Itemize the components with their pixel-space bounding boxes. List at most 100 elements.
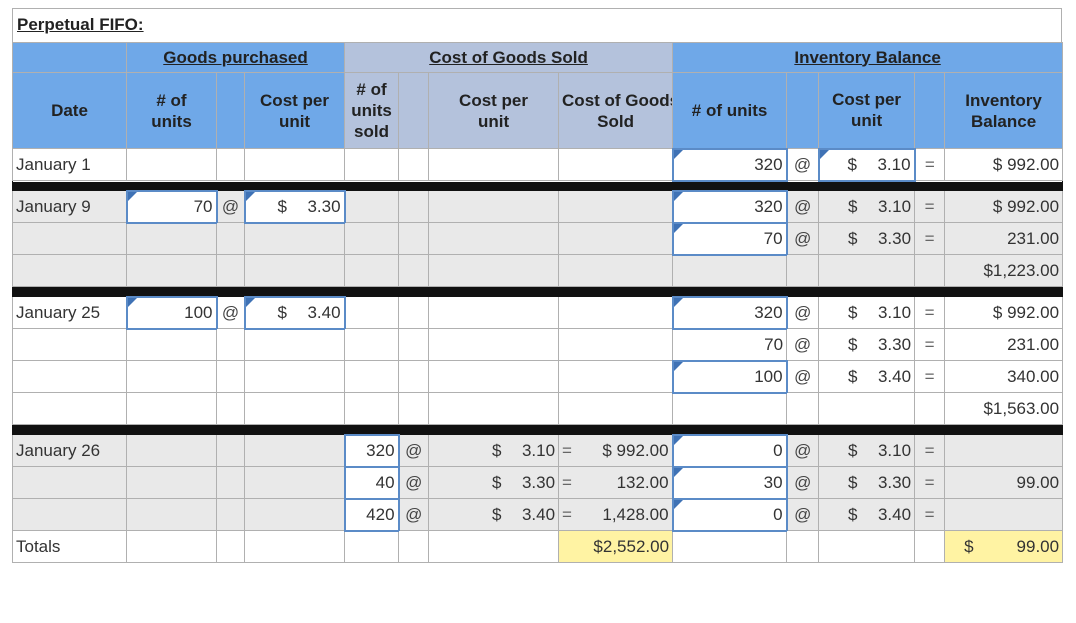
row-separator	[11, 180, 1064, 191]
table-row: $1,223.00	[12, 254, 1064, 287]
at-symbol: @	[398, 434, 430, 467]
at-symbol: @	[398, 498, 430, 531]
balance-units-input[interactable]: 30	[671, 465, 788, 500]
purchased-cost-input[interactable]: $3.30	[243, 189, 346, 224]
balance-total-cell: 231.00	[944, 222, 1064, 255]
sold-units-header: # of units sold	[344, 72, 400, 149]
table-row: 70 @ $3.30 = 231.00	[12, 328, 1064, 361]
balance-cost-cell: $3.10	[818, 434, 916, 467]
table-row: 70 @ $3.30 = 231.00	[12, 221, 1064, 256]
balance-units-input[interactable]: 0	[671, 497, 788, 532]
balance-total-cell: 231.00	[944, 328, 1064, 361]
purchased-cost-header: Cost per unit	[243, 72, 346, 149]
inventory-balance-header: Inventory Balance	[672, 42, 1064, 73]
balance-subtotal-cell: $1,223.00	[944, 254, 1064, 287]
at-symbol: @	[786, 328, 820, 361]
purchased-at-header	[216, 72, 245, 149]
eq-symbol: =	[914, 360, 946, 393]
table-row: $1,563.00	[12, 392, 1064, 425]
balance-total-cell	[944, 498, 1064, 531]
sold-cost-cell: $3.30	[428, 466, 560, 499]
date-cell: January 25	[12, 296, 127, 329]
balance-cost-cell: $3.40	[818, 360, 916, 393]
balance-units-input[interactable]: 70	[671, 221, 788, 256]
balance-units-input[interactable]: 320	[671, 189, 788, 224]
balance-units-header: # of units	[672, 72, 788, 149]
eq-symbol: =	[914, 222, 946, 255]
sold-total-cell: = 1,428.00	[558, 498, 674, 531]
eq-symbol: =	[914, 498, 946, 531]
sold-units-input[interactable]: 320	[343, 433, 400, 468]
at-symbol: @	[786, 190, 820, 223]
balance-total-cell: $ 992.00	[944, 296, 1064, 329]
sold-units-input[interactable]: 420	[343, 497, 400, 532]
balance-cost-cell: $3.30	[818, 466, 916, 499]
balance-cost-cell: $3.40	[818, 498, 916, 531]
row-separator	[11, 286, 1064, 297]
fifo-worksheet: Perpetual FIFO: Goods purchased Cost of …	[11, 8, 1064, 563]
balance-at-header	[786, 72, 820, 149]
purchased-cost-input[interactable]: $3.40	[243, 295, 346, 330]
at-symbol: @	[216, 296, 245, 329]
balance-units-input[interactable]: 320	[671, 295, 788, 330]
balance-cost-input[interactable]: $3.10	[817, 147, 916, 182]
sold-total-cell: = 132.00	[558, 466, 674, 499]
balance-units-input[interactable]: 100	[671, 359, 788, 394]
balance-total-cell: 340.00	[944, 360, 1064, 393]
at-symbol: @	[786, 148, 820, 181]
date-header-spacer	[12, 42, 127, 73]
sold-units-input[interactable]: 40	[343, 465, 400, 500]
eq-symbol: =	[914, 190, 946, 223]
cogs-header: Cost of Goods Sold	[344, 42, 674, 73]
sold-at-header	[398, 72, 430, 149]
column-header-row: Date # of units Cost per unit # of units sol…	[12, 72, 1064, 149]
purchased-units-input[interactable]: 70	[125, 189, 218, 224]
balance-units-input[interactable]: 320	[671, 147, 788, 182]
table-row: 40 @ $3.30 = 132.00 30 @ $3.30 = 99.00	[12, 465, 1064, 500]
balance-cost-cell: $3.10	[818, 296, 916, 329]
balance-total-cell: $ 992.00	[944, 190, 1064, 223]
row-separator	[11, 424, 1064, 435]
eq-symbol: =	[914, 466, 946, 499]
balance-units-input[interactable]: 0	[671, 433, 788, 468]
eq-symbol: =	[914, 296, 946, 329]
at-symbol: @	[786, 498, 820, 531]
table-row: 420 @ $3.40 = 1,428.00 0 @ $3.40 =	[12, 497, 1064, 532]
cogs-total-cell: $2,552.00	[558, 530, 674, 563]
sold-total-header: Cost of Goods Sold	[558, 72, 674, 149]
table-row: January 1 320 @ $3.10 = $ 992.00	[12, 147, 1064, 182]
balance-total-cell: 99.00	[944, 466, 1064, 499]
balance-eq-header	[914, 72, 946, 149]
at-symbol: @	[786, 360, 820, 393]
date-header: Date	[12, 72, 127, 149]
fifo-table: Goods purchased Cost of Goods Sold Inven…	[11, 42, 1064, 563]
at-symbol: @	[786, 466, 820, 499]
balance-total-final-cell: $99.00	[944, 530, 1064, 563]
at-symbol: @	[786, 434, 820, 467]
sold-total-cell: = $ 992.00	[558, 434, 674, 467]
balance-total-header: Inventory Balance	[944, 72, 1064, 149]
purchased-units-input[interactable]: 100	[125, 295, 218, 330]
sold-cost-header: Cost per unit	[428, 72, 560, 149]
balance-total-cell	[944, 434, 1064, 467]
balance-cost-cell: $3.10	[818, 190, 916, 223]
date-cell: January 1	[12, 148, 127, 181]
goods-purchased-header: Goods purchased	[125, 42, 346, 73]
page-title: Perpetual FIFO:	[17, 15, 144, 34]
purchased-units-header: # of units	[126, 72, 217, 149]
group-header-row: Goods purchased Cost of Goods Sold Inven…	[12, 42, 1064, 73]
sold-cost-cell: $3.40	[428, 498, 560, 531]
sold-cost-cell: $3.10	[428, 434, 560, 467]
at-symbol: @	[786, 222, 820, 255]
balance-units-cell: 70	[672, 328, 788, 361]
at-symbol: @	[786, 296, 820, 329]
balance-subtotal-cell: $1,563.00	[944, 392, 1064, 425]
title-bar: Perpetual FIFO:	[12, 8, 1062, 42]
eq-symbol: =	[914, 328, 946, 361]
date-cell: January 26	[12, 434, 127, 467]
table-row: January 9 70 @ $3.30 320 @ $3.10 = $ 992…	[12, 189, 1064, 224]
at-symbol: @	[216, 190, 245, 223]
totals-label: Totals	[12, 530, 127, 563]
at-symbol: @	[398, 466, 430, 499]
balance-cost-cell: $3.30	[818, 328, 916, 361]
